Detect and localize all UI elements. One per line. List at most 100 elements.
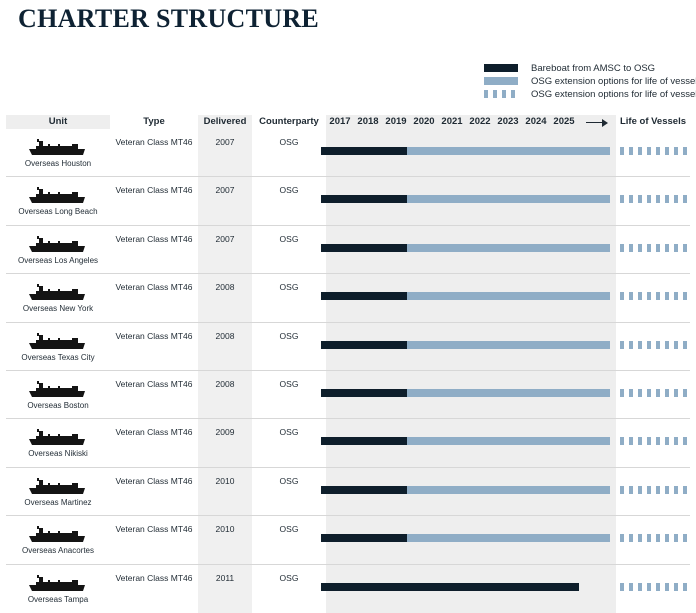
header-year: 2017 (329, 116, 351, 127)
delivered-year: 2008 (215, 282, 235, 293)
legend-label-life: OSG extension options for life of vessel… (531, 89, 696, 100)
life-of-vessel-bar (620, 243, 688, 252)
table-row: Overseas Tampa Veteran Class MT46 2011 OSG (6, 565, 690, 613)
tanker-ship-icon (28, 428, 88, 446)
header-year: 2018 (357, 116, 379, 127)
delivered-year: 2007 (215, 233, 235, 244)
header-year: 2021 (441, 116, 463, 127)
extension-options-bar (407, 195, 610, 204)
bareboat-bar (321, 582, 580, 591)
extension-options-bar (407, 340, 610, 349)
tanker-ship-icon (28, 186, 88, 204)
vessel-type: Veteran Class MT46 (115, 185, 193, 196)
header-life-of-vessels: Life of Vessels (619, 116, 686, 127)
table-row: Overseas Anacortes Veteran Class MT46 2010… (6, 516, 690, 565)
counterparty: OSG (279, 475, 299, 486)
table-row: Overseas Boston Veteran Class MT46 2008 OSG (6, 371, 690, 420)
life-of-vessel-bar (620, 195, 688, 204)
life-of-vessel-bar (620, 292, 688, 301)
extension-options-bar (407, 485, 610, 494)
header-year: 2020 (413, 116, 435, 127)
bareboat-bar (321, 195, 408, 204)
extension-options-bar (407, 437, 610, 446)
delivered-year: 2008 (215, 378, 235, 389)
header-year: 2023 (497, 116, 519, 127)
counterparty: OSG (279, 572, 299, 583)
unit-name: Overseas Anacortes (21, 546, 95, 556)
tanker-ship-icon (28, 332, 88, 350)
tanker-ship-icon (28, 235, 88, 253)
counterparty: OSG (279, 427, 299, 438)
bareboat-bar (321, 534, 408, 543)
legend-swatch-bareboat (484, 64, 518, 72)
unit-name: Overseas Texas City (21, 352, 95, 362)
bareboat-bar (321, 243, 408, 252)
tanker-ship-icon (28, 525, 88, 543)
extension-options-bar (407, 243, 610, 252)
vessel-type: Veteran Class MT46 (115, 137, 193, 147)
counterparty: OSG (279, 233, 299, 244)
header-year: 2019 (385, 116, 407, 127)
unit-name: Overseas New York (22, 304, 94, 314)
vessel-type: Veteran Class MT46 (115, 330, 193, 341)
counterparty: OSG (279, 378, 299, 389)
tanker-ship-icon (28, 138, 88, 156)
vessel-type: Veteran Class MT46 (115, 233, 193, 244)
header-year: 2024 (525, 116, 547, 127)
life-of-vessel-bar (620, 437, 688, 446)
page-title: CHARTER STRUCTURE (18, 4, 320, 33)
delivered-year: 2009 (215, 427, 235, 438)
table-row: Overseas Nikiski Veteran Class MT46 2009 OS… (6, 419, 690, 468)
tanker-ship-icon (28, 283, 88, 301)
tanker-ship-icon (28, 477, 88, 495)
delivered-year: 2007 (215, 185, 235, 196)
tanker-ship-icon (28, 574, 88, 592)
bareboat-bar (321, 437, 408, 446)
extension-options-bar (407, 388, 610, 397)
unit-name: Overseas Tampa (27, 594, 89, 604)
delivered-column-shade (198, 115, 252, 613)
delivered-year: 2010 (215, 475, 235, 486)
life-of-vessel-bar (620, 485, 688, 494)
counterparty: OSG (279, 524, 299, 535)
header-delivered: Delivered (203, 116, 247, 127)
bareboat-bar (321, 340, 408, 349)
table-row: Overseas New York Veteran Class MT46 2008 O… (6, 274, 690, 323)
unit-name: Overseas Martinez (24, 497, 92, 507)
bareboat-bar (321, 147, 408, 155)
extension-options-bar (407, 534, 610, 543)
life-of-vessel-bar (620, 388, 688, 397)
table-header: Unit Type Delivered Counterparty 2017 201… (6, 115, 690, 129)
vessel-type: Veteran Class MT46 (115, 282, 193, 293)
header-type: Type (143, 116, 165, 127)
delivered-year: 2010 (215, 524, 235, 535)
unit-name: Overseas Houston (24, 159, 92, 168)
bareboat-bar (321, 388, 408, 397)
header-year: 2022 (469, 116, 491, 127)
unit-name: Overseas Long Beach (18, 207, 98, 217)
table-row: Overseas Martinez Veteran Class MT46 2010 O… (6, 468, 690, 517)
table-row: Overseas Los Angeles Veteran Class MT46 20… (6, 226, 690, 275)
bareboat-bar (321, 292, 408, 301)
extension-options-bar (407, 292, 610, 301)
vessel-type: Veteran Class MT46 (115, 427, 193, 438)
unit-name: Overseas Nikiski (28, 449, 88, 459)
header-year: 2025 (553, 116, 575, 127)
life-of-vessel-bar (620, 582, 688, 591)
counterparty: OSG (279, 282, 299, 293)
delivered-year: 2011 (215, 572, 235, 583)
bareboat-bar (321, 485, 408, 494)
delivered-year: 2007 (215, 137, 235, 147)
header-unit: Unit (48, 116, 68, 127)
charter-table: Unit Type Delivered Counterparty 2017 201… (6, 115, 690, 613)
counterparty: OSG (279, 185, 299, 196)
table-body: Overseas Houston Veteran Class MT46 2007 OS… (6, 129, 690, 613)
vessel-type: Veteran Class MT46 (115, 475, 193, 486)
vessel-type: Veteran Class MT46 (115, 524, 193, 535)
tanker-ship-icon (28, 380, 88, 398)
delivered-year: 2008 (215, 330, 235, 341)
legend-label-bareboat: Bareboat from AMSC to OSG (531, 63, 656, 74)
counterparty: OSG (279, 330, 299, 341)
life-of-vessel-bar (620, 340, 688, 349)
legend-label-options: OSG extension options for life of vessel… (531, 76, 696, 87)
